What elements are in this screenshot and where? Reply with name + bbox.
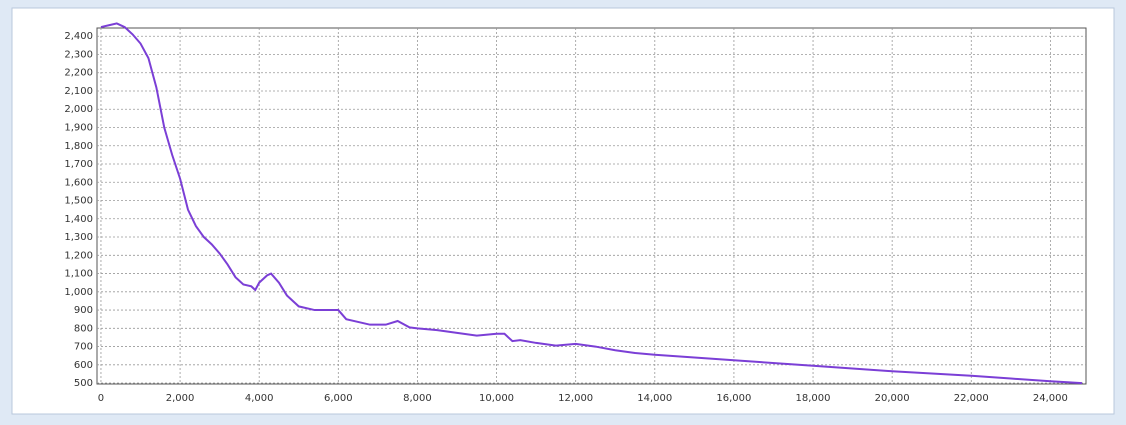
- x-tick-label: 14,000: [637, 393, 672, 404]
- y-tick-label: 600: [74, 360, 93, 371]
- x-tick-label: 22,000: [954, 393, 989, 404]
- y-tick-label: 800: [74, 323, 93, 334]
- x-tick-label: 2,000: [166, 393, 195, 404]
- y-tick-label: 1,400: [64, 214, 93, 225]
- y-tick-label: 1,200: [64, 250, 93, 261]
- y-tick-label: 2,300: [64, 49, 93, 60]
- line-series: [100, 22, 1083, 385]
- x-tick-label: 10,000: [479, 393, 514, 404]
- x-tick-label: 16,000: [716, 393, 751, 404]
- y-tick-label: 2,100: [64, 86, 93, 97]
- y-tick-label: 1,700: [64, 159, 93, 170]
- y-tick-label: 500: [74, 378, 93, 389]
- x-tick-label: 4,000: [245, 393, 274, 404]
- y-tick-label: 1,600: [64, 177, 93, 188]
- y-tick-label: 1,900: [64, 122, 93, 133]
- y-tick-label: 1,000: [64, 287, 93, 298]
- y-tick-label: 700: [74, 342, 93, 353]
- plot-area: [96, 27, 1087, 385]
- y-tick-label: 1,800: [64, 141, 93, 152]
- x-tick-label: 12,000: [558, 393, 593, 404]
- x-tick-label: 20,000: [875, 393, 910, 404]
- y-tick-label: 1,500: [64, 196, 93, 207]
- x-tick-label: 0: [98, 393, 104, 404]
- y-tick-label: 2,000: [64, 104, 93, 115]
- y-tick-label: 1,100: [64, 269, 93, 280]
- x-tick-label: 24,000: [1033, 393, 1068, 404]
- y-tick-label: 1,300: [64, 232, 93, 243]
- y-tick-label: 2,200: [64, 68, 93, 79]
- y-tick-label: 2,400: [64, 31, 93, 42]
- x-tick-label: 6,000: [324, 393, 353, 404]
- x-tick-label: 18,000: [796, 393, 831, 404]
- x-tick-label: 8,000: [403, 393, 432, 404]
- y-tick-label: 900: [74, 305, 93, 316]
